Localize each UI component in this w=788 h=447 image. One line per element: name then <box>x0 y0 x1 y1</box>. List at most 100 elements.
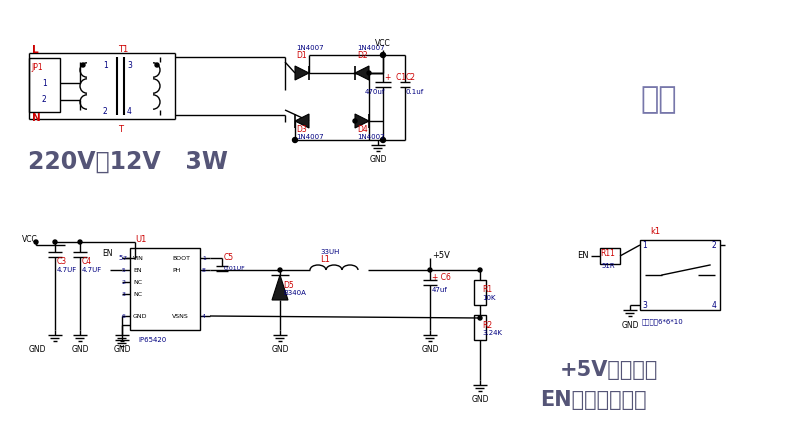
Circle shape <box>78 240 82 244</box>
Text: PH: PH <box>172 267 180 273</box>
Text: 2: 2 <box>712 240 717 249</box>
Text: D4: D4 <box>357 125 368 134</box>
Text: JP1: JP1 <box>31 63 43 72</box>
Circle shape <box>292 138 298 143</box>
Text: 4: 4 <box>202 313 206 319</box>
Text: 1N4007: 1N4007 <box>357 134 385 140</box>
Polygon shape <box>355 66 369 80</box>
Circle shape <box>34 240 38 244</box>
Text: L: L <box>32 45 39 55</box>
Text: C4: C4 <box>82 257 92 266</box>
Text: U1: U1 <box>135 236 147 245</box>
Circle shape <box>278 268 282 272</box>
Text: EN: EN <box>577 252 589 261</box>
Text: C2: C2 <box>406 73 416 83</box>
Text: GND: GND <box>113 346 131 354</box>
Text: +5V复位按键: +5V复位按键 <box>560 360 659 380</box>
Text: 3: 3 <box>127 60 132 69</box>
Circle shape <box>428 268 432 272</box>
Text: GND: GND <box>133 313 147 319</box>
Circle shape <box>381 138 385 143</box>
Text: + C6: + C6 <box>432 273 451 282</box>
Text: 10K: 10K <box>482 295 496 301</box>
Text: 2: 2 <box>122 279 126 284</box>
Text: 4.7UF: 4.7UF <box>82 267 102 273</box>
Circle shape <box>53 240 57 244</box>
Text: R11: R11 <box>600 249 615 258</box>
Text: 33UH: 33UH <box>320 249 340 255</box>
Text: 按键开关6*6*10: 按键开关6*6*10 <box>642 319 684 325</box>
Text: 6: 6 <box>122 313 126 319</box>
Text: GND: GND <box>71 346 89 354</box>
Text: 8: 8 <box>202 267 206 273</box>
Text: C3: C3 <box>57 257 67 266</box>
Text: EN: EN <box>102 249 113 257</box>
Text: 220V转12V   3W: 220V转12V 3W <box>28 150 228 174</box>
Text: 1: 1 <box>202 256 206 261</box>
Bar <box>600 248 620 264</box>
Text: VCC: VCC <box>22 236 38 245</box>
Circle shape <box>478 268 482 272</box>
Text: 3: 3 <box>642 300 647 309</box>
Text: 5: 5 <box>122 267 126 273</box>
Text: 0.1uf: 0.1uf <box>406 89 424 95</box>
Text: 4.7UF: 4.7UF <box>57 267 77 273</box>
Text: 470uf: 470uf <box>365 89 385 95</box>
Text: GND: GND <box>271 346 288 354</box>
Bar <box>130 248 200 330</box>
Text: EN浮空表示使能: EN浮空表示使能 <box>540 390 647 410</box>
Text: 1N4007: 1N4007 <box>296 45 324 51</box>
Text: 51R: 51R <box>601 263 615 269</box>
Text: 5: 5 <box>118 255 122 261</box>
Bar <box>29 58 60 112</box>
Text: 0.01UF: 0.01UF <box>224 266 246 270</box>
Text: BOOT: BOOT <box>172 256 190 261</box>
Polygon shape <box>295 114 309 128</box>
Circle shape <box>155 63 159 67</box>
Text: 7: 7 <box>122 256 126 261</box>
Bar <box>474 315 486 340</box>
Text: 1: 1 <box>103 60 108 69</box>
Text: NC: NC <box>133 279 142 284</box>
Text: 3.24K: 3.24K <box>482 330 502 336</box>
Bar <box>640 240 720 310</box>
Circle shape <box>478 316 482 320</box>
Circle shape <box>353 119 357 123</box>
Text: VCC: VCC <box>375 38 391 47</box>
Text: GND: GND <box>28 346 46 354</box>
Text: D5: D5 <box>283 281 294 290</box>
Text: R2: R2 <box>482 320 492 329</box>
Text: 4: 4 <box>127 107 132 117</box>
Bar <box>474 280 486 305</box>
Text: 2: 2 <box>103 107 108 117</box>
Text: 47uf: 47uf <box>432 287 448 293</box>
Polygon shape <box>355 114 369 128</box>
Text: N: N <box>32 113 41 123</box>
Text: VSNS: VSNS <box>172 313 189 319</box>
Circle shape <box>81 63 85 67</box>
Text: 1: 1 <box>642 240 647 249</box>
Text: VIN: VIN <box>133 256 144 261</box>
Text: IP65420: IP65420 <box>138 337 166 343</box>
Text: EN: EN <box>133 267 142 273</box>
Text: D2: D2 <box>357 51 368 59</box>
Circle shape <box>381 52 385 58</box>
Text: C5: C5 <box>224 253 234 262</box>
Text: 4: 4 <box>712 300 717 309</box>
Text: 1N4007: 1N4007 <box>357 45 385 51</box>
Text: GND: GND <box>370 156 387 164</box>
Text: 2: 2 <box>42 96 46 105</box>
Text: k1: k1 <box>650 228 660 236</box>
Text: T1: T1 <box>118 45 128 54</box>
Text: B340A: B340A <box>283 290 306 296</box>
Text: GND: GND <box>471 396 489 405</box>
Text: 3: 3 <box>122 291 126 296</box>
Text: 1: 1 <box>42 79 46 88</box>
Polygon shape <box>295 66 309 80</box>
Text: T: T <box>118 125 123 134</box>
Text: 1N4007: 1N4007 <box>296 134 324 140</box>
Text: +  C1: + C1 <box>385 73 406 83</box>
Text: GND: GND <box>621 320 639 329</box>
Text: D3: D3 <box>296 125 307 134</box>
Polygon shape <box>272 275 288 300</box>
